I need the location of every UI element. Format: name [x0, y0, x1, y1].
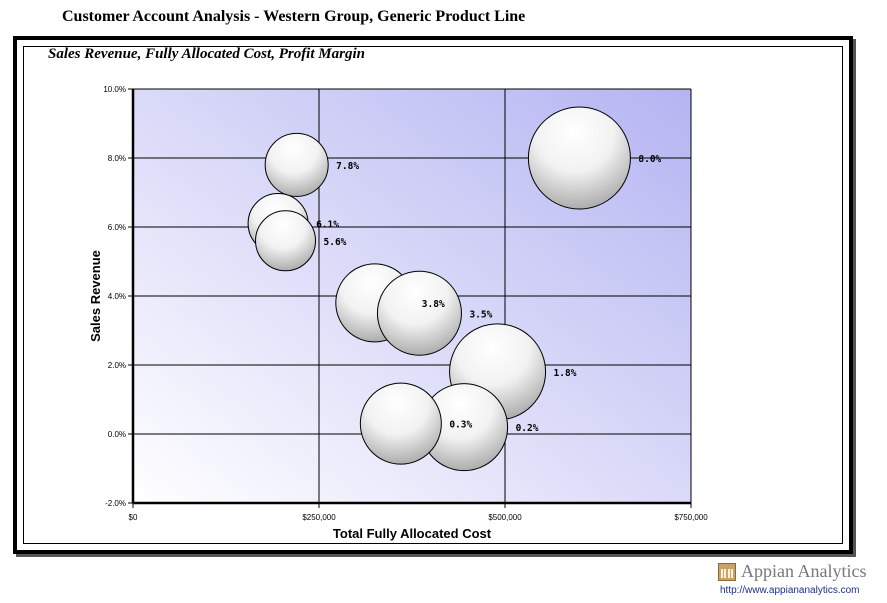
y-tick-label: -2.0%: [105, 499, 126, 508]
bubble-data-label: 1.8%: [554, 368, 577, 379]
pillars-icon: [718, 562, 736, 581]
y-tick-label: 0.0%: [108, 430, 126, 439]
bubble: [264, 132, 329, 197]
website-link[interactable]: http://www.appiananalytics.com: [720, 585, 860, 596]
page-title: Customer Account Analysis - Western Grou…: [62, 8, 526, 25]
y-tick-label: 2.0%: [108, 361, 126, 370]
x-tick-label: $0: [129, 513, 138, 522]
bubble-data-label: 6.1%: [316, 220, 339, 231]
bubble: [255, 210, 317, 272]
x-tick-label: $250,000: [302, 513, 336, 522]
bubble-data-label: 3.5%: [469, 309, 492, 320]
y-tick-label: 4.0%: [108, 292, 126, 301]
bubble: [527, 106, 631, 210]
y-tick-label: 6.0%: [108, 223, 126, 232]
appian-analytics-logo[interactable]: Appian Analytics: [718, 561, 866, 582]
bubble-data-label: 0.3%: [449, 420, 472, 431]
y-axis-title: Sales Revenue: [88, 250, 103, 342]
axes: -2.0% 0.0% 2.0% 4.0% 6.0% 8.0% 10.0% $0 $250,000…: [103, 85, 708, 522]
x-axis-title: Total Fully Allocated Cost: [333, 526, 492, 541]
bubble-data-label: 3.8%: [422, 299, 445, 310]
y-tick-label: 10.0%: [103, 85, 126, 94]
chart-title: Sales Revenue, Fully Allocated Cost, Pro…: [48, 46, 365, 62]
bubble-data-label: 7.8%: [336, 161, 359, 172]
logo-text: Appian Analytics: [741, 561, 867, 581]
bubble-data-label: 8.0%: [638, 154, 661, 165]
bubbles: [247, 106, 631, 472]
bubble: [376, 270, 462, 356]
data-labels: 8.0% 7.8% 6.1% 5.6% 3.8% 3.5% 1.8% 0.2% 0.3%: [316, 154, 661, 434]
chart-inner-border: [23, 46, 843, 544]
bubble: [359, 382, 442, 465]
x-tick-label: $500,000: [488, 513, 522, 522]
bubble-data-label: 0.2%: [516, 423, 539, 434]
x-tick-label: $750,000: [674, 513, 708, 522]
bubble-data-label: 5.6%: [324, 237, 347, 248]
y-tick-label: 8.0%: [108, 154, 126, 163]
